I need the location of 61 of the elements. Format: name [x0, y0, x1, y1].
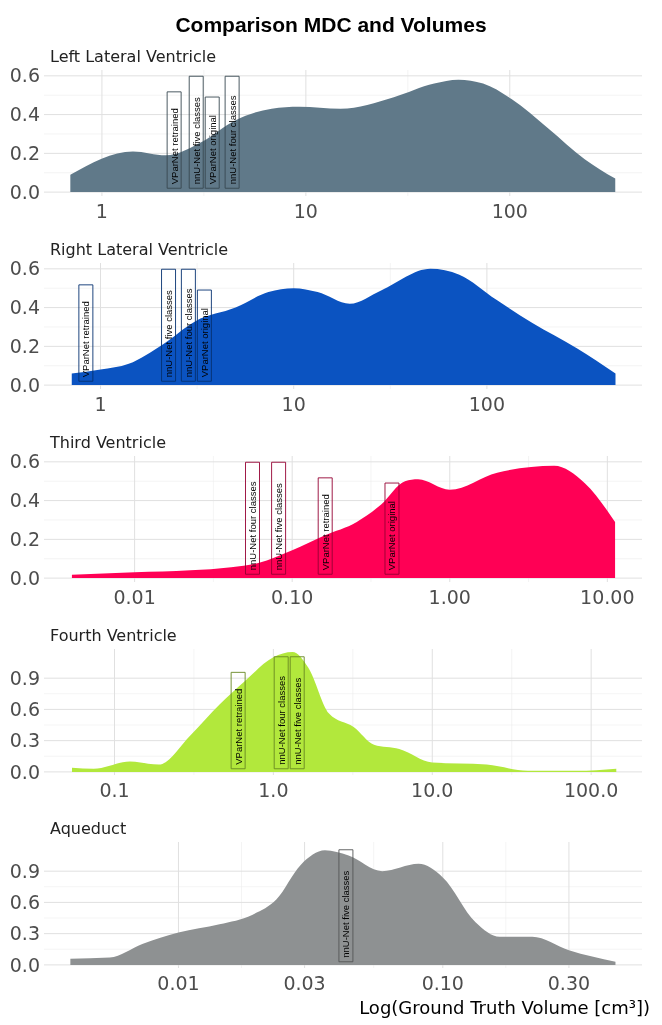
y-tick-label: 0.4	[9, 296, 40, 319]
x-tick-label: 0.30	[547, 972, 591, 994]
x-tick-label: 0.10	[271, 586, 314, 608]
x-tick-label: 1	[95, 200, 108, 222]
y-tick-label: 0.0	[9, 953, 40, 976]
y-tick-label: 0.0	[9, 373, 40, 396]
chart-subtitle: Left Lateral Ventricle	[50, 47, 217, 66]
y-tick-label: 0.0	[9, 760, 40, 783]
y-tick-label: 0.9	[9, 859, 40, 882]
x-tick-label: 0.1	[99, 779, 130, 801]
x-tick-label: 0.01	[113, 586, 156, 608]
annotation: VParNet retrained	[319, 494, 331, 571]
x-tick-label: 10	[293, 200, 318, 222]
annotation: VParNet retrained	[80, 301, 92, 378]
annotation: nnU-Net five classes	[190, 96, 202, 185]
x-axis-title: Log(Ground Truth Volume [cm³])	[359, 997, 650, 1018]
annotation: nnU-Net four classes	[226, 95, 238, 185]
chart-subtitle: Right Lateral Ventricle	[50, 240, 229, 259]
x-tick-label: 10.00	[580, 586, 635, 608]
x-tick-label: 1.00	[428, 586, 471, 608]
y-tick-label: 0.2	[9, 142, 40, 164]
y-tick-label: 0.6	[9, 891, 40, 914]
chart-subtitle: Third Ventricle	[49, 433, 166, 452]
annotation: nnU-Net four classes	[275, 675, 287, 765]
y-tick-label: 0.6	[9, 450, 40, 473]
x-tick-label: 10.0	[411, 779, 454, 801]
x-tick-label: 0.10	[421, 972, 464, 994]
y-tick-label: 0.9	[9, 666, 40, 689]
annotation: VParNet retrained	[232, 688, 244, 765]
y-tick-label: 0.2	[9, 528, 40, 550]
annotation: nnU-Net five classes	[340, 870, 352, 958]
chart-title: Comparison MDC and Volumes	[175, 13, 487, 36]
y-tick-label: 0.3	[9, 922, 40, 945]
x-tick-label: 100	[491, 200, 528, 222]
annotation: nnU-Net four classes	[182, 288, 194, 378]
x-tick-label: 0.03	[283, 972, 326, 994]
x-tick-label: 1.0	[258, 779, 289, 801]
annotation: nnU-Net five classes	[163, 289, 175, 378]
annotation: VParNet original	[198, 308, 210, 378]
annotation: nnU-Net four classes	[247, 481, 259, 571]
annotation: VParNet original	[386, 501, 398, 571]
y-tick-label: 0.3	[9, 729, 40, 752]
y-tick-label: 0.6	[9, 698, 40, 721]
x-tick-label: 100	[468, 393, 506, 415]
x-tick-label: 10	[281, 393, 306, 415]
annotation: VParNet original	[206, 115, 218, 185]
chart-subtitle: Aqueduct	[50, 819, 127, 838]
x-tick-label: 100.0	[563, 779, 619, 801]
y-tick-label: 0.4	[9, 489, 40, 512]
annotation: nnU-Net five classes	[273, 482, 285, 571]
x-tick-label: 1	[94, 393, 107, 415]
chart-subtitle: Fourth Ventricle	[50, 626, 177, 645]
y-tick-label: 0.0	[9, 180, 40, 203]
y-tick-label: 0.6	[9, 257, 40, 280]
y-tick-label: 0.2	[9, 335, 40, 357]
y-tick-label: 0.0	[9, 566, 40, 589]
annotation: VParNet retrained	[168, 108, 180, 185]
y-tick-label: 0.4	[9, 103, 40, 126]
x-tick-label: 0.01	[157, 972, 200, 994]
y-tick-label: 0.6	[9, 64, 40, 87]
annotation: nnU-Net five classes	[291, 677, 303, 765]
